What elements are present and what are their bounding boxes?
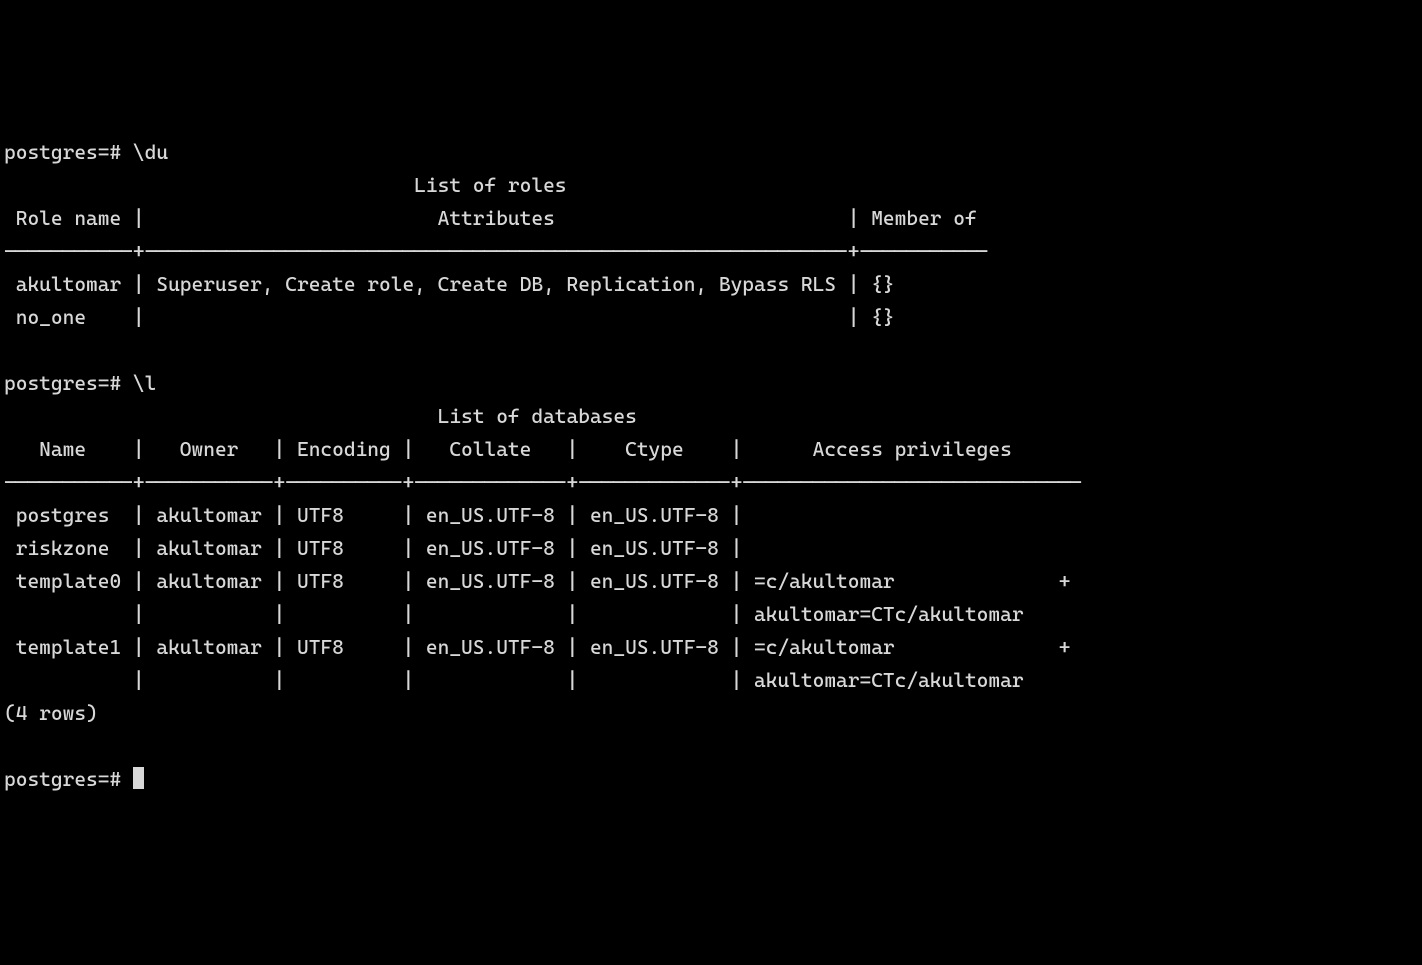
cursor (133, 767, 144, 789)
terminal-output: postgres=# \du List of roles Role name |… (4, 136, 1418, 796)
